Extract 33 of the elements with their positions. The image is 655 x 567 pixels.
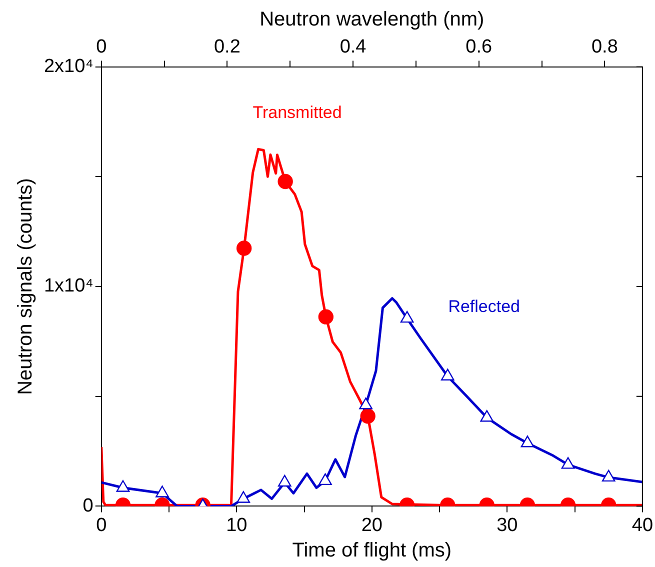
point [116, 480, 130, 492]
x-tick-label: 30 [496, 514, 518, 536]
point [278, 474, 292, 487]
point [318, 309, 334, 324]
point [520, 436, 534, 448]
point [359, 398, 372, 410]
series-label: Transmitted [252, 102, 342, 122]
point [156, 486, 169, 498]
x2-tick-label: 0 [96, 36, 107, 58]
x2-tick-label: 0.6 [466, 36, 492, 58]
x2-tick-label: 0.4 [340, 36, 367, 58]
x-axis-title: Time of flight (ms) [292, 540, 452, 562]
x2-tick-label: 0.2 [214, 36, 240, 58]
x2-axis-title: Neutron wavelength (nm) [260, 8, 484, 31]
point [400, 310, 414, 323]
y-tick-label: 1x10⁴ [44, 276, 94, 297]
point [480, 410, 494, 422]
y-tick-label: 0 [82, 495, 94, 516]
y-tick-label: 2x10⁴ [44, 56, 94, 78]
point [236, 240, 252, 256]
x-tick-label: 10 [226, 514, 248, 536]
x-tick-label: 0 [96, 514, 107, 536]
y-axis-title: Neutron signals (counts) [14, 178, 37, 395]
point [440, 368, 454, 380]
point [602, 470, 616, 482]
text: Reflected [448, 297, 520, 316]
point [561, 457, 575, 469]
x-tick-label: 20 [361, 514, 382, 536]
point [318, 473, 332, 486]
point [278, 174, 293, 190]
x2-tick-label: 0.8 [591, 36, 618, 58]
point [236, 491, 250, 503]
x-tick-label: 40 [632, 514, 654, 536]
